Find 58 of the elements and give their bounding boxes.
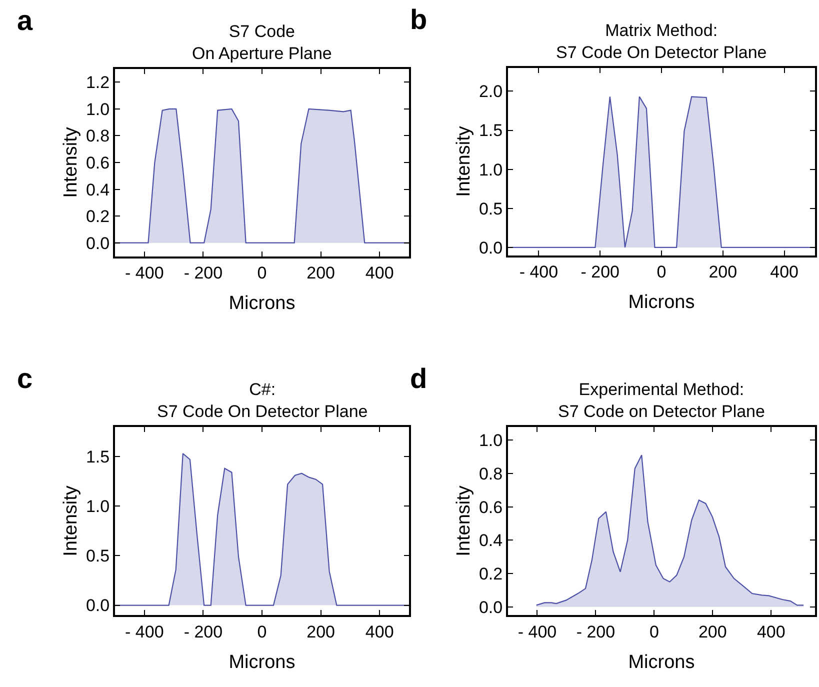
x-tick-label: 400: [365, 264, 394, 283]
y-tick-label: 1.5: [86, 447, 110, 466]
x-tick-label: 0: [257, 622, 267, 642]
x-tick-label: - 400: [518, 622, 557, 642]
y-tick-label: 1.0: [86, 497, 110, 516]
x-tick-label: 400: [365, 622, 394, 642]
x-tick-label: - 400: [519, 262, 558, 282]
y-tick-label: 1.5: [478, 121, 503, 140]
y-tick-label: 0.4: [86, 180, 110, 200]
x-axis-title: Microns: [628, 652, 695, 673]
y-tick-label: 1.0: [86, 100, 110, 119]
y-tick-label: 0.0: [86, 596, 110, 616]
y-tick-label: 0.5: [86, 546, 110, 566]
text: c: [17, 363, 33, 394]
chart-title: C#: S7 Code On Detector Plane: [157, 380, 368, 422]
x-tick-label: 400: [770, 262, 798, 282]
x-tick-label: - 200: [580, 262, 620, 282]
text: d: [410, 363, 428, 394]
x-tick-label: 0: [257, 264, 267, 283]
y-tick-label: 0.6: [86, 153, 110, 172]
x-tick-label: 200: [306, 622, 335, 642]
y-tick-label: 0.8: [86, 126, 110, 146]
x-tick-label: 200: [708, 262, 738, 282]
x-tick-label: - 400: [125, 264, 164, 283]
x-axis-title: Microns: [628, 292, 695, 313]
x-axis-title: Microns: [228, 652, 296, 673]
y-tick-label: 0.4: [478, 531, 503, 550]
text: b: [410, 4, 428, 35]
y-axis-title: Intensity: [453, 126, 474, 197]
chart-title: S7 Code On Aperture Plane: [192, 22, 332, 64]
y-tick-label: 0.0: [478, 598, 503, 617]
y-axis-title: Intensity: [453, 485, 474, 556]
y-tick-label: 0.5: [478, 199, 503, 218]
y-tick-label: 1.0: [478, 431, 503, 450]
x-tick-label: - 200: [184, 622, 223, 642]
y-tick-label: 0.2: [86, 207, 110, 226]
y-tick-label: 0.6: [478, 498, 503, 517]
x-tick-label: - 200: [576, 622, 616, 642]
x-tick-label: - 400: [125, 622, 164, 642]
text: a: [17, 5, 33, 36]
x-tick-label: 0: [649, 622, 659, 642]
chart-title: Experimental Method: S7 Code on Detector Plane: [558, 380, 765, 422]
y-tick-label: 1.2: [86, 73, 110, 92]
y-tick-label: 0.2: [478, 564, 503, 584]
x-tick-label: - 200: [184, 264, 223, 283]
y-tick-label: 2.0: [478, 82, 503, 102]
x-tick-label: 200: [306, 264, 335, 283]
y-tick-label: 1.0: [478, 160, 503, 180]
chart-title: Matrix Method: S7 Code On Detector Plane: [556, 21, 767, 62]
x-tick-label: 200: [698, 622, 727, 642]
y-axis-title: Intensity: [60, 126, 82, 198]
y-tick-label: 0.0: [86, 234, 110, 253]
y-tick-label: 0.8: [478, 464, 503, 484]
y-axis-title: Intensity: [60, 485, 82, 556]
x-axis-title: Microns: [228, 292, 296, 314]
x-tick-label: 400: [756, 622, 786, 642]
y-tick-label: 0.0: [478, 238, 503, 258]
x-tick-label: 0: [656, 262, 666, 282]
